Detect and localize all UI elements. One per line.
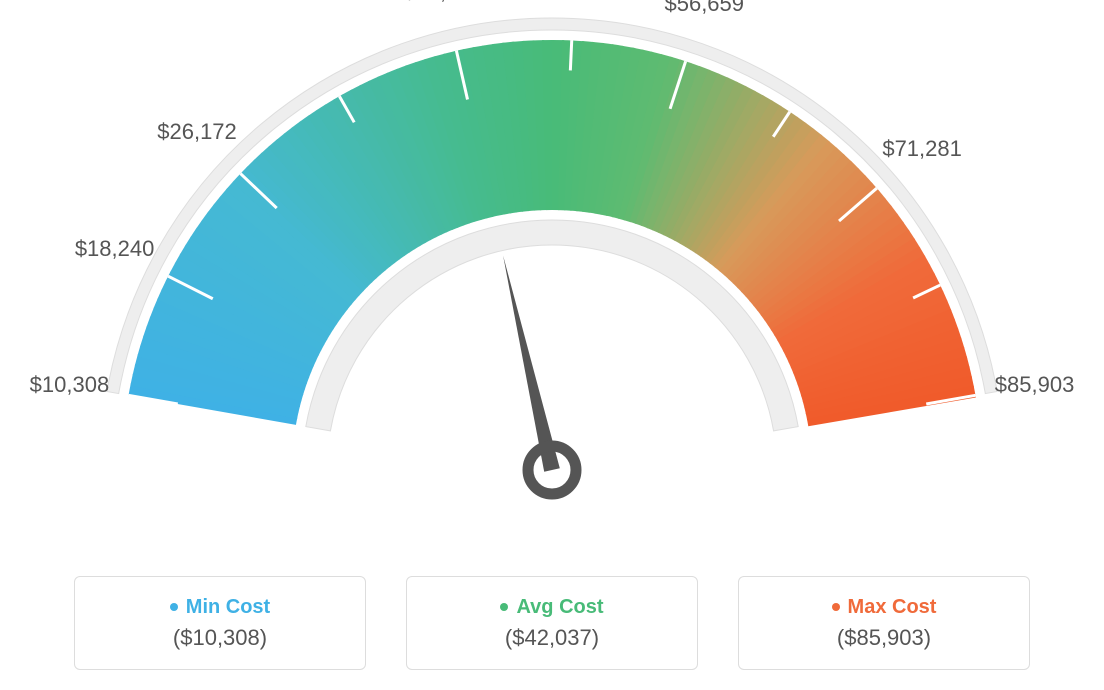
gauge-tick-label: $56,659 [664,0,744,17]
legend-min-dot [170,603,178,611]
legend-min-title: Min Cost [170,596,270,619]
legend-row: Min Cost ($10,308) Avg Cost ($42,037) Ma… [0,576,1104,670]
legend-max-dot [832,603,840,611]
gauge-tick-label: $26,172 [157,119,237,145]
gauge-tick-label: $18,240 [75,236,155,262]
legend-avg-box: Avg Cost ($42,037) [406,576,698,670]
gauge-tick-label: $85,903 [995,372,1075,398]
legend-avg-label: Avg Cost [516,596,603,619]
legend-max-box: Max Cost ($85,903) [738,576,1030,670]
legend-min-label: Min Cost [186,596,270,619]
legend-min-value: ($10,308) [173,625,267,651]
gauge-chart: $10,308 $18,240 $26,172 $42,037 $56,659 $71,2… [0,0,1104,560]
legend-avg-value: ($42,037) [505,625,599,651]
gauge-tick-label: $42,037 [403,0,483,5]
legend-avg-dot [500,603,508,611]
gauge-tick-label: $71,281 [882,136,962,162]
legend-max-value: ($85,903) [837,625,931,651]
gauge-svg [0,0,1104,560]
legend-max-label: Max Cost [848,596,937,619]
legend-avg-title: Avg Cost [500,596,603,619]
gauge-tick-label: $10,308 [30,372,110,398]
legend-min-box: Min Cost ($10,308) [74,576,366,670]
legend-max-title: Max Cost [832,596,937,619]
